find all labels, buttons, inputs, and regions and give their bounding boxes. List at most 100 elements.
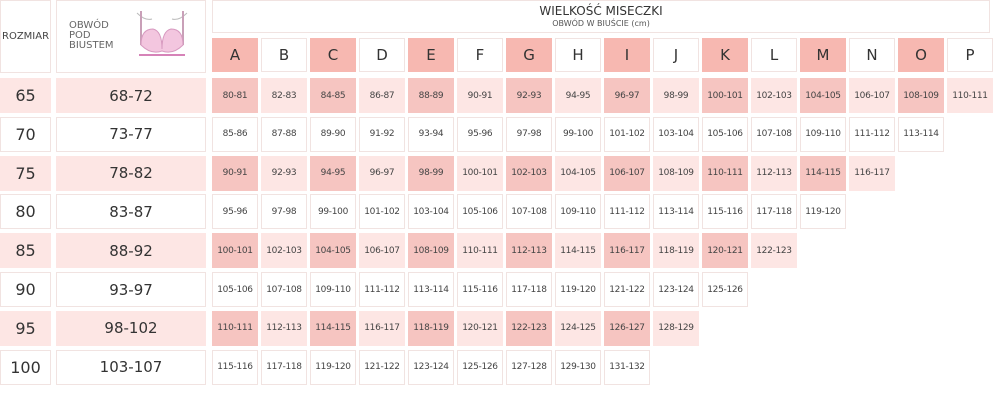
band-size: 75: [0, 155, 51, 191]
cup-cell-C: 84-85: [310, 78, 356, 113]
cup-cell-K: 125-126: [702, 272, 748, 307]
cup-cell-H: 99-100: [555, 116, 601, 152]
cup-cell-E: 113-114: [408, 272, 454, 307]
cup-cell-B: 97-98: [261, 194, 307, 230]
cup-cell-A: 115-116: [212, 349, 258, 385]
cup-cell-C: 119-120: [310, 349, 356, 385]
underbust-range: 83-87: [56, 194, 206, 230]
cup-cell-J: 98-99: [653, 78, 699, 113]
cup-header-B: B: [261, 38, 307, 72]
cup-cell-A: 85-86: [212, 116, 258, 152]
underbust-range: 93-97: [56, 272, 206, 307]
cup-cell-G: 107-108: [506, 194, 552, 230]
cup-header-P: P: [947, 38, 993, 72]
bra-illustration-icon: [136, 11, 188, 56]
cup-cell-A: 110-111: [212, 310, 258, 346]
cup-cell-B: 82-83: [261, 78, 307, 113]
cup-cell-F: 105-106: [457, 194, 503, 230]
cup-cell-E: 103-104: [408, 194, 454, 230]
cup-cell-N: 116-117: [849, 155, 895, 191]
size-column-header: ROZMIAR: [0, 0, 51, 73]
band-size: 100: [0, 349, 51, 385]
band-size: 65: [0, 78, 51, 113]
cup-cell-F: 100-101: [457, 155, 503, 191]
cup-cell-J: 118-119: [653, 233, 699, 269]
cup-cell-D: 86-87: [359, 78, 405, 113]
cup-cell-H: 129-130: [555, 349, 601, 385]
cup-cell-A: 95-96: [212, 194, 258, 230]
cup-cell-K: 120-121: [702, 233, 748, 269]
cup-cell-J: 113-114: [653, 194, 699, 230]
cup-cell-A: 80-81: [212, 78, 258, 113]
cup-cell-I: 111-112: [604, 194, 650, 230]
cup-cell-G: 102-103: [506, 155, 552, 191]
cup-cell-G: 112-113: [506, 233, 552, 269]
cup-header-N: N: [849, 38, 895, 72]
band-size: 70: [0, 116, 51, 152]
cup-cell-L: 122-123: [751, 233, 797, 269]
cup-header-O: O: [898, 38, 944, 72]
cup-cell-J: 108-109: [653, 155, 699, 191]
cup-header-L: L: [751, 38, 797, 72]
cup-cell-G: 127-128: [506, 349, 552, 385]
cup-cell-D: 101-102: [359, 194, 405, 230]
cup-cell-A: 90-91: [212, 155, 258, 191]
cup-cell-B: 112-113: [261, 310, 307, 346]
underbust-range: 78-82: [56, 155, 206, 191]
cup-cell-L: 107-108: [751, 116, 797, 152]
cup-cell-A: 100-101: [212, 233, 258, 269]
cup-cell-G: 117-118: [506, 272, 552, 307]
cup-cell-I: 121-122: [604, 272, 650, 307]
cup-header-H: H: [555, 38, 601, 72]
underbust-range: 88-92: [56, 233, 206, 269]
cup-cell-K: 115-116: [702, 194, 748, 230]
cup-cell-F: 95-96: [457, 116, 503, 152]
band-size: 85: [0, 233, 51, 269]
cup-cell-L: 102-103: [751, 78, 797, 113]
cup-cell-E: 123-124: [408, 349, 454, 385]
cup-cell-I: 106-107: [604, 155, 650, 191]
underbust-column-header: OBWÓD POD BIUSTEM: [56, 0, 206, 73]
cup-header-D: D: [359, 38, 405, 72]
cup-cell-C: 89-90: [310, 116, 356, 152]
cup-cell-E: 118-119: [408, 310, 454, 346]
underbust-label: OBWÓD POD BIUSTEM: [69, 20, 114, 51]
cup-cell-D: 106-107: [359, 233, 405, 269]
cup-cell-B: 107-108: [261, 272, 307, 307]
cup-cell-E: 88-89: [408, 78, 454, 113]
cup-cell-E: 98-99: [408, 155, 454, 191]
cup-cell-E: 108-109: [408, 233, 454, 269]
cup-header-M: M: [800, 38, 846, 72]
cup-cell-I: 96-97: [604, 78, 650, 113]
cup-header-I: I: [604, 38, 650, 72]
cup-header-J: J: [653, 38, 699, 72]
cup-cell-M: 119-120: [800, 194, 846, 230]
cup-cell-A: 105-106: [212, 272, 258, 307]
cup-cell-M: 104-105: [800, 78, 846, 113]
cup-cell-L: 117-118: [751, 194, 797, 230]
cup-cell-J: 103-104: [653, 116, 699, 152]
cup-cell-D: 96-97: [359, 155, 405, 191]
cup-cell-F: 90-91: [457, 78, 503, 113]
cup-cell-H: 94-95: [555, 78, 601, 113]
cup-cell-H: 119-120: [555, 272, 601, 307]
cup-cell-C: 104-105: [310, 233, 356, 269]
underbust-range: 103-107: [56, 349, 206, 385]
cup-cell-B: 87-88: [261, 116, 307, 152]
cup-cell-N: 111-112: [849, 116, 895, 152]
cup-cell-F: 120-121: [457, 310, 503, 346]
cup-cell-C: 94-95: [310, 155, 356, 191]
cup-cell-M: 109-110: [800, 116, 846, 152]
cup-cell-F: 115-116: [457, 272, 503, 307]
cup-cell-H: 114-115: [555, 233, 601, 269]
cup-cell-P: 110-111: [947, 78, 993, 113]
cup-cell-I: 131-132: [604, 349, 650, 385]
cup-cell-B: 102-103: [261, 233, 307, 269]
cup-cell-K: 105-106: [702, 116, 748, 152]
underbust-range: 68-72: [56, 78, 206, 113]
cup-header-F: F: [457, 38, 503, 72]
band-size: 95: [0, 310, 51, 346]
cup-cell-H: 124-125: [555, 310, 601, 346]
cup-cell-I: 101-102: [604, 116, 650, 152]
cup-cell-B: 117-118: [261, 349, 307, 385]
